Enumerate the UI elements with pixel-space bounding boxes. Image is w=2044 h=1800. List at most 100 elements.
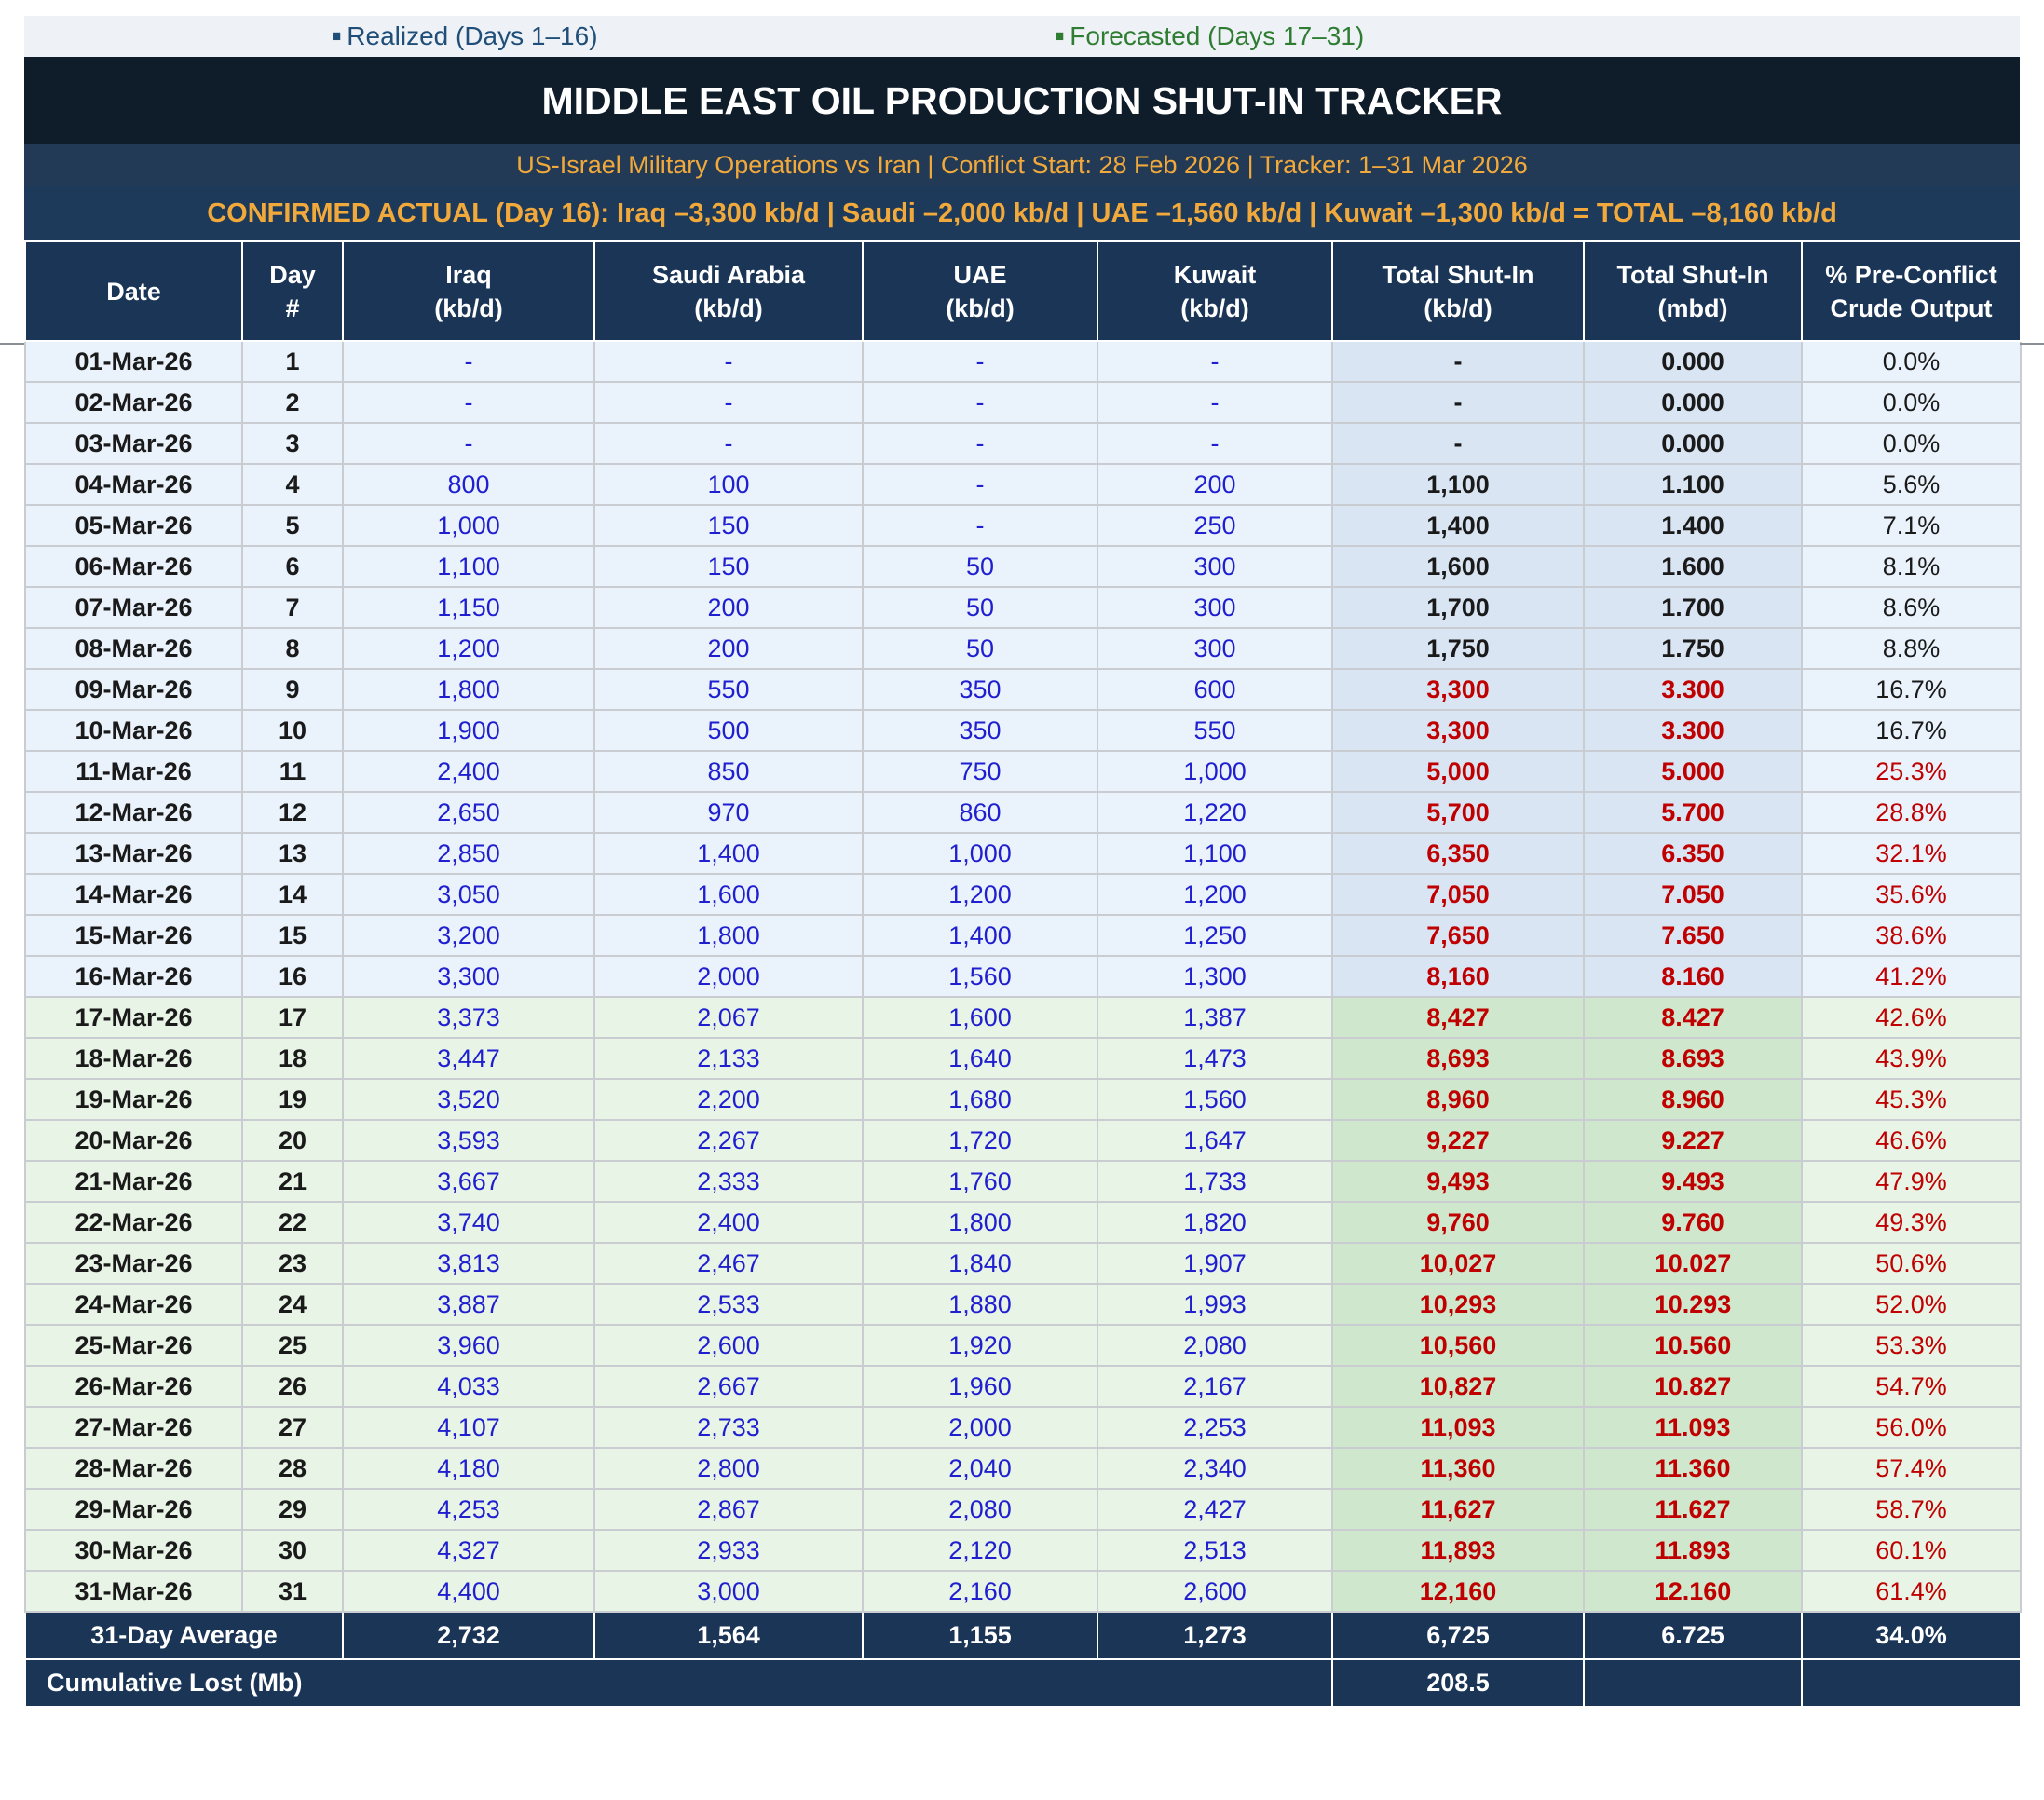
cell-pct: 46.6%	[1801, 1119, 2022, 1162]
table-row: 12-Mar-26 12 2,650 970 860 1,220 5,700 5.700 28.…	[24, 791, 2022, 834]
cell-total-mbd: 11.360	[1583, 1447, 1803, 1490]
table-row: 30-Mar-26 30 4,327 2,933 2,120 2,513 11,893 11.…	[24, 1529, 2022, 1572]
table-row: 01-Mar-26 1- - - - -0.000 0.0%	[24, 340, 2022, 383]
cell-pct: 38.6%	[1801, 914, 2022, 957]
cell-pct: 16.7%	[1801, 709, 2022, 752]
cell-kuwait: 2,427	[1097, 1488, 1333, 1531]
cell-day: 4	[241, 463, 344, 506]
cell-uae: 1,960	[862, 1365, 1098, 1408]
cell-pct: 52.0%	[1801, 1283, 2022, 1326]
cell-saudi: 2,467	[593, 1242, 864, 1285]
table-row: 17-Mar-26 17 3,373 2,067 1,600 1,387 8,427 8.42…	[24, 996, 2022, 1039]
cell-date: 16-Mar-26	[24, 955, 243, 998]
cell-total-kbd: 3,300	[1331, 709, 1585, 752]
cell-pct: 5.6%	[1801, 463, 2022, 506]
table-row: 08-Mar-26 8 1,200 200 50 300 1,750 1.750 8.8%	[24, 627, 2022, 670]
cell-uae: 1,800	[862, 1201, 1098, 1244]
table-row: 03-Mar-26 3- - - - -0.000 0.0%	[24, 422, 2022, 465]
column-header-total-shut-in-mbd: Total Shut-In (mbd)	[1583, 240, 1803, 342]
table-body: 01-Mar-26 1- - - - -0.000 0.0% 02-Mar-26 2- - - - -0…	[24, 340, 2022, 1613]
cell-day: 19	[241, 1078, 344, 1121]
cell-pct: 32.1%	[1801, 832, 2022, 875]
cell-saudi: 1,400	[593, 832, 864, 875]
column-header-text: UAE	[953, 260, 1007, 289]
cell-iraq: 3,447	[342, 1037, 595, 1080]
column-header-text: (kb/d)	[434, 293, 503, 322]
cell-total-kbd: 7,050	[1331, 873, 1585, 916]
cell-day: 8	[241, 627, 344, 670]
cell-kuwait: -	[1097, 381, 1333, 424]
cell-total-kbd: 1,700	[1331, 586, 1585, 629]
cell-kuwait: 1,993	[1097, 1283, 1333, 1326]
cell-pct: 49.3%	[1801, 1201, 2022, 1244]
cell-total-kbd: 1,100	[1331, 463, 1585, 506]
cell-total-mbd: 0.000	[1583, 422, 1803, 465]
cell-saudi: 2,933	[593, 1529, 864, 1572]
cell-kuwait: 2,340	[1097, 1447, 1333, 1490]
cell-iraq: 4,327	[342, 1529, 595, 1572]
cell-saudi: 2,267	[593, 1119, 864, 1162]
cell-iraq: 2,400	[342, 750, 595, 793]
cell-kuwait: 2,253	[1097, 1406, 1333, 1449]
cell-date: 17-Mar-26	[24, 996, 243, 1039]
cell-iraq: 3,050	[342, 873, 595, 916]
cell-total-kbd: 8,693	[1331, 1037, 1585, 1080]
cell-saudi: 2,133	[593, 1037, 864, 1080]
cell-date: 13-Mar-26	[24, 832, 243, 875]
cell-kuwait: 1,560	[1097, 1078, 1333, 1121]
column-header-total-shut-in-kbd: Total Shut-In (kb/d)	[1331, 240, 1585, 342]
cell-kuwait: 2,080	[1097, 1324, 1333, 1367]
cell-day: 11	[241, 750, 344, 793]
cell-total-mbd: 9.227	[1583, 1119, 1803, 1162]
cell-saudi: 2,667	[593, 1365, 864, 1408]
cell-total-kbd: 9,227	[1331, 1119, 1585, 1162]
cell-uae: 2,160	[862, 1570, 1098, 1613]
cell-iraq: 4,107	[342, 1406, 595, 1449]
cell-total-kbd: 11,627	[1331, 1488, 1585, 1531]
cell-saudi: 2,400	[593, 1201, 864, 1244]
table-row: 28-Mar-26 28 4,180 2,800 2,040 2,340 11,360 11.…	[24, 1447, 2022, 1490]
cell-saudi: -	[593, 422, 864, 465]
cell-date: 27-Mar-26	[24, 1406, 243, 1449]
cell-iraq: 4,180	[342, 1447, 595, 1490]
cell-iraq: 1,000	[342, 504, 595, 547]
table-row: 26-Mar-26 26 4,033 2,667 1,960 2,167 10,827 10.…	[24, 1365, 2022, 1408]
column-header-text: (kb/d)	[1424, 293, 1492, 322]
cell-date: 08-Mar-26	[24, 627, 243, 670]
cumulative-value: 208.5	[1331, 1658, 1585, 1708]
table-row: 05-Mar-26 5 1,000 150-250 1,400 1.400 7.1%	[24, 504, 2022, 547]
cell-day: 12	[241, 791, 344, 834]
table-row: 24-Mar-26 24 3,887 2,533 1,880 1,993 10,293 10.…	[24, 1283, 2022, 1326]
cell-total-mbd: 1.400	[1583, 504, 1803, 547]
cell-pct: 57.4%	[1801, 1447, 2022, 1490]
cell-total-kbd: 9,493	[1331, 1160, 1585, 1203]
cell-date: 14-Mar-26	[24, 873, 243, 916]
cell-iraq: 3,373	[342, 996, 595, 1039]
cell-iraq: 3,813	[342, 1242, 595, 1285]
cell-saudi: 100	[593, 463, 864, 506]
cell-uae: 1,680	[862, 1078, 1098, 1121]
cell-iraq: 3,667	[342, 1160, 595, 1203]
cell-total-mbd: 12.160	[1583, 1570, 1803, 1613]
cell-uae: -	[862, 422, 1098, 465]
cell-total-kbd: 1,600	[1331, 545, 1585, 588]
cell-iraq: -	[342, 381, 595, 424]
cell-uae: 50	[862, 627, 1098, 670]
cell-date: 18-Mar-26	[24, 1037, 243, 1080]
cell-day: 28	[241, 1447, 344, 1490]
cell-day: 31	[241, 1570, 344, 1613]
table-row: 29-Mar-26 29 4,253 2,867 2,080 2,427 11,627 11.…	[24, 1488, 2022, 1531]
cell-kuwait: 1,820	[1097, 1201, 1333, 1244]
cell-iraq: 1,800	[342, 668, 595, 711]
cell-iraq: 3,740	[342, 1201, 595, 1244]
cell-iraq: 1,200	[342, 627, 595, 670]
cell-total-mbd: 9.760	[1583, 1201, 1803, 1244]
table-row: 15-Mar-26 15 3,200 1,800 1,400 1,250 7,650 7.65…	[24, 914, 2022, 957]
cell-kuwait: 250	[1097, 504, 1333, 547]
cell-total-kbd: 10,027	[1331, 1242, 1585, 1285]
cell-total-kbd: 8,427	[1331, 996, 1585, 1039]
cell-total-mbd: 1.700	[1583, 586, 1803, 629]
cell-day: 3	[241, 422, 344, 465]
cell-total-kbd: 8,160	[1331, 955, 1585, 998]
cell-date: 01-Mar-26	[24, 340, 243, 383]
